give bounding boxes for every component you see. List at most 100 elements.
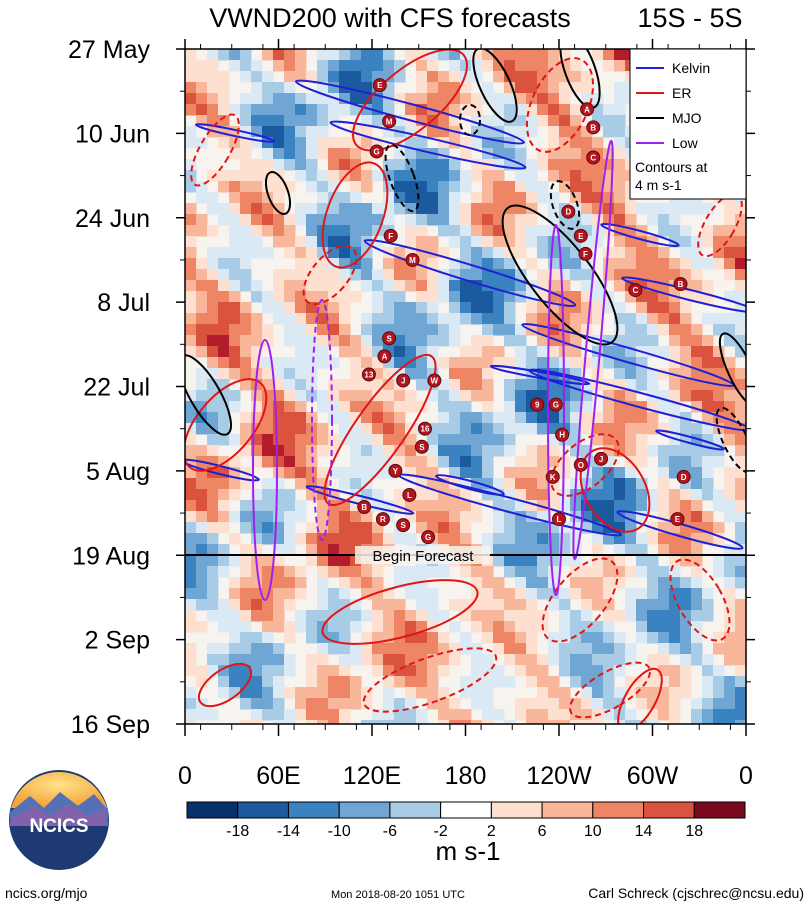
heatmap-cell <box>658 280 670 292</box>
heatmap-cell <box>427 456 439 468</box>
heatmap-cell <box>207 324 219 336</box>
heatmap-cell <box>581 500 593 512</box>
heatmap-cell <box>493 357 505 369</box>
heatmap-cell <box>515 203 527 215</box>
heatmap-cell <box>339 324 351 336</box>
heatmap-cell <box>713 566 725 578</box>
heatmap-cell <box>460 434 472 446</box>
heatmap-cell <box>559 533 571 545</box>
heatmap-cell <box>394 390 406 402</box>
heatmap-cell <box>647 346 659 358</box>
heatmap-cell <box>427 49 439 61</box>
heatmap-cell <box>603 456 615 468</box>
heatmap-cell <box>482 390 494 402</box>
heatmap-cell <box>603 104 615 116</box>
heatmap-cell <box>636 236 648 248</box>
heatmap-cell <box>702 390 714 402</box>
heatmap-cell <box>240 258 252 270</box>
heatmap-cell <box>460 522 472 534</box>
heatmap-cell <box>614 280 626 292</box>
storm-marker: G <box>369 144 384 159</box>
heatmap-cell <box>405 500 417 512</box>
heatmap-cell <box>361 214 373 226</box>
heatmap-cell <box>614 544 626 556</box>
heatmap-cell <box>372 665 384 677</box>
heatmap-cell <box>691 445 703 457</box>
heatmap-cell <box>218 599 230 611</box>
heatmap-cell <box>614 368 626 380</box>
heatmap-cell <box>537 71 549 83</box>
heatmap-cell <box>724 313 736 325</box>
heatmap-cell <box>196 500 208 512</box>
colorbar-units: m s-1 <box>436 836 501 866</box>
heatmap-cell <box>647 687 659 699</box>
heatmap-cell <box>636 357 648 369</box>
storm-marker: 16 <box>417 421 432 436</box>
heatmap-cell <box>394 159 406 171</box>
heatmap-cell <box>680 522 692 534</box>
heatmap-cell <box>735 665 746 677</box>
heatmap-cell <box>460 93 472 105</box>
heatmap-cell <box>537 467 549 479</box>
heatmap-cell <box>218 676 230 688</box>
heatmap-cell <box>548 533 560 545</box>
heatmap-cell <box>581 390 593 402</box>
heatmap-cell <box>372 566 384 578</box>
heatmap-cell <box>438 709 450 721</box>
colorbar-tick-label: 6 <box>538 823 547 840</box>
heatmap-cell <box>449 258 461 270</box>
heatmap-cell <box>317 269 329 281</box>
legend: Kelvin ER MJO Low Contours at 4 m s-1 <box>629 48 747 200</box>
heatmap-cell <box>317 544 329 556</box>
heatmap-cell <box>614 511 626 523</box>
heatmap-cell <box>636 511 648 523</box>
heatmap-cell <box>383 357 395 369</box>
heatmap-cell <box>295 621 307 633</box>
heatmap-cell <box>735 522 746 534</box>
heatmap-cell <box>471 115 483 127</box>
heatmap-cell <box>647 555 659 567</box>
heatmap-cell <box>262 445 274 457</box>
low-contour <box>547 224 565 596</box>
heatmap-cell <box>702 434 714 446</box>
heatmap-cell <box>251 93 263 105</box>
heatmap-cell <box>207 610 219 622</box>
heatmap-cell <box>328 357 340 369</box>
heatmap-cell <box>350 577 362 589</box>
heatmap-cell <box>449 709 461 721</box>
storm-marker: O <box>573 457 588 472</box>
heatmap-cell <box>339 720 351 724</box>
heatmap-cell <box>273 412 285 424</box>
heatmap-cell <box>196 577 208 589</box>
heatmap-cell <box>581 577 593 589</box>
heatmap-cell <box>526 258 538 270</box>
heatmap-cell <box>735 456 746 468</box>
heatmap-cell <box>625 324 637 336</box>
heatmap-cell <box>273 269 285 281</box>
heatmap-cell <box>251 192 263 204</box>
heatmap-cell <box>504 489 516 501</box>
storm-marker-label: K <box>550 473 556 482</box>
heatmap-cell <box>350 214 362 226</box>
heatmap-cell <box>361 412 373 424</box>
heatmap-cell <box>295 533 307 545</box>
heatmap-cell <box>416 302 428 314</box>
heatmap-cell <box>559 214 571 226</box>
heatmap-cell <box>647 269 659 281</box>
heatmap-cell <box>284 390 296 402</box>
heatmap-cell <box>625 203 637 215</box>
heatmap-cell <box>559 456 571 468</box>
heatmap-cell <box>438 214 450 226</box>
heatmap-cell <box>262 82 274 94</box>
heatmap-cell <box>614 335 626 347</box>
heatmap-cell <box>647 500 659 512</box>
heatmap-cell <box>702 423 714 435</box>
heatmap-cell <box>548 709 560 721</box>
heatmap-cell <box>493 533 505 545</box>
heatmap-cell <box>603 247 615 259</box>
heatmap-cell <box>251 676 263 688</box>
colorbar-swatch <box>389 801 442 819</box>
heatmap-cell <box>526 49 538 61</box>
heatmap-cell <box>328 181 340 193</box>
heatmap-cell <box>526 225 538 237</box>
